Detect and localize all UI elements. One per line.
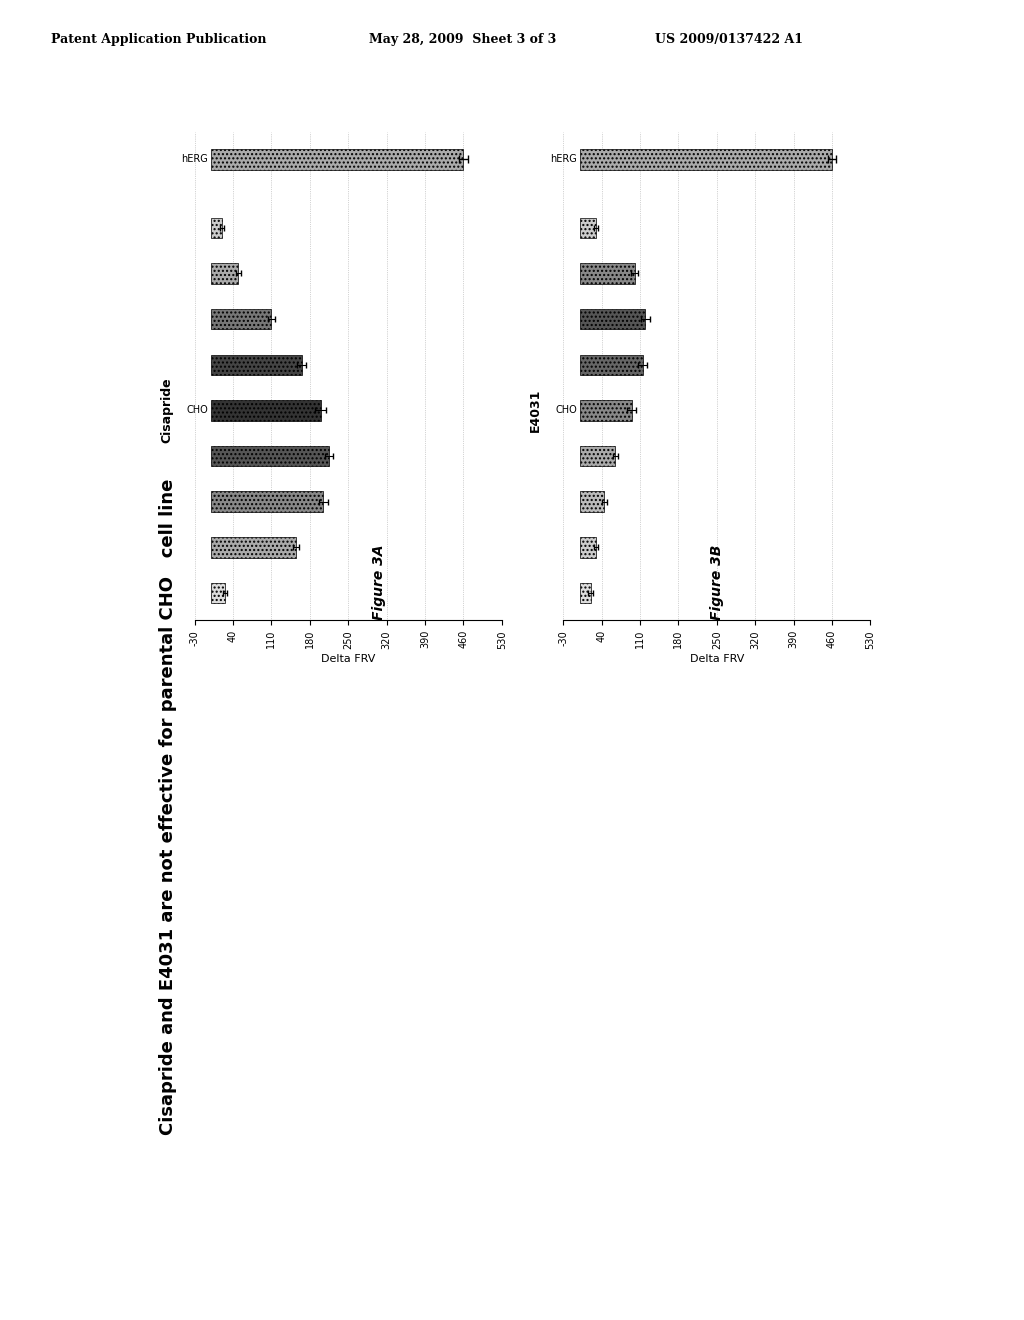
Text: E4031: E4031 <box>529 389 543 432</box>
Text: CHO: CHO <box>555 405 577 416</box>
Bar <box>580 537 596 557</box>
Bar <box>580 309 645 330</box>
Bar <box>211 537 296 557</box>
Bar <box>580 491 604 512</box>
Text: hERG: hERG <box>181 154 208 165</box>
Bar <box>211 491 324 512</box>
Text: Cisapride and E4031 are not effective for parental CHO   cell line: Cisapride and E4031 are not effective fo… <box>159 479 177 1135</box>
Bar <box>580 446 615 466</box>
Bar <box>211 400 321 421</box>
Bar <box>580 263 635 284</box>
Text: Patent Application Publication: Patent Application Publication <box>51 33 266 46</box>
Text: Figure 3A: Figure 3A <box>372 545 386 620</box>
Bar <box>580 218 596 238</box>
Bar <box>211 309 271 330</box>
Bar <box>580 149 833 170</box>
Bar <box>211 582 224 603</box>
Text: May 28, 2009  Sheet 3 of 3: May 28, 2009 Sheet 3 of 3 <box>369 33 556 46</box>
Text: CHO: CHO <box>186 405 208 416</box>
Text: Figure 3B: Figure 3B <box>710 545 724 620</box>
Text: US 2009/0137422 A1: US 2009/0137422 A1 <box>655 33 804 46</box>
X-axis label: Delta FRV: Delta FRV <box>689 655 744 664</box>
Bar <box>580 355 643 375</box>
Bar <box>580 400 632 421</box>
Bar <box>211 218 222 238</box>
Bar <box>211 263 239 284</box>
Text: Cisapride: Cisapride <box>161 378 174 444</box>
Bar <box>580 582 591 603</box>
X-axis label: Delta FRV: Delta FRV <box>321 655 376 664</box>
Bar <box>211 149 463 170</box>
Bar <box>211 355 301 375</box>
Text: hERG: hERG <box>550 154 577 165</box>
Bar <box>211 446 329 466</box>
